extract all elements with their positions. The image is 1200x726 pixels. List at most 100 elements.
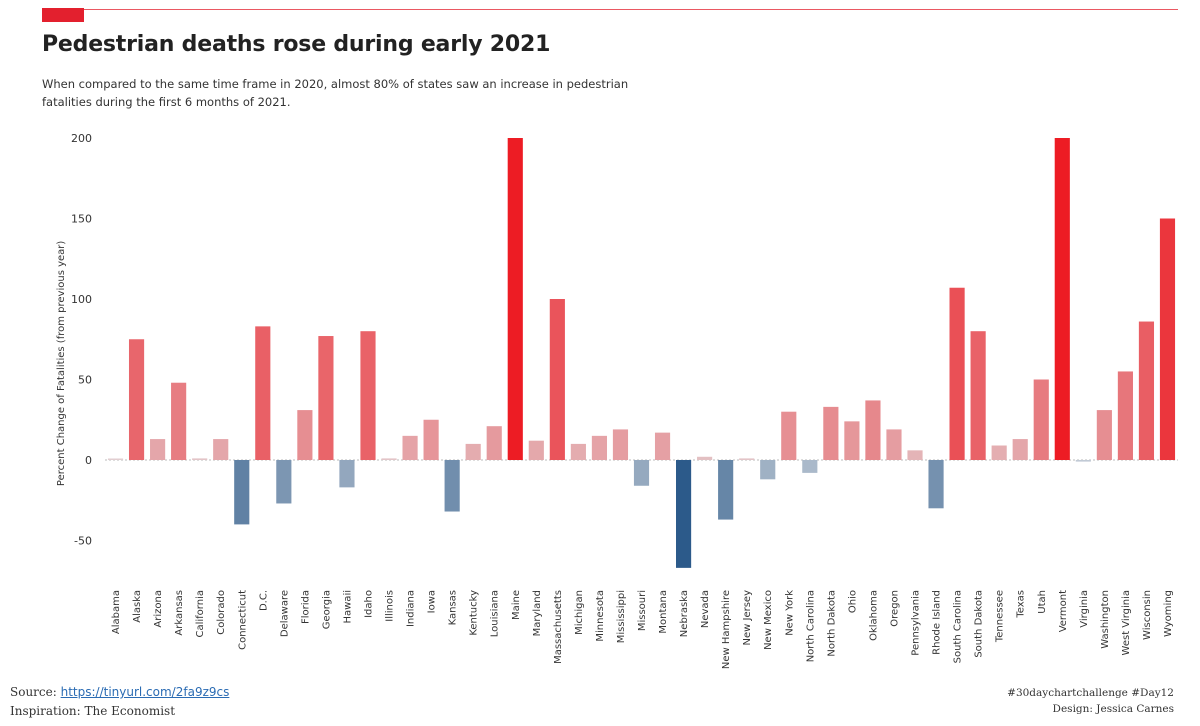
chart-subtitle: When compared to the same time frame in …	[42, 77, 629, 109]
bar-mississippi	[612, 429, 629, 460]
x-tick-label: South Carolina	[953, 590, 964, 663]
bar-virginia	[1075, 460, 1091, 462]
bar-wyoming	[1159, 218, 1176, 460]
x-tick-label: Vermont	[1058, 590, 1069, 632]
bar-west-virginia	[1117, 371, 1133, 460]
bar-new-jersey	[739, 458, 755, 460]
bar-new-mexico	[760, 460, 776, 480]
x-tick-label: Pennsylvania	[911, 590, 922, 656]
x-tick-label: Oklahoma	[868, 590, 879, 641]
y-tick-label: 50	[78, 374, 92, 387]
y-tick-label: 100	[71, 293, 92, 306]
bar-new-york	[781, 411, 797, 460]
bar-iowa	[423, 419, 439, 460]
x-tick-label: Delaware	[279, 590, 290, 637]
x-tick-label: South Dakota	[974, 590, 985, 658]
x-tick-label: Ohio	[847, 590, 858, 613]
bar-rhode-island	[928, 460, 944, 509]
bar-arizona	[150, 439, 166, 460]
x-tick-label: Arizona	[153, 590, 164, 628]
hashtags-text: #30daychartchallenge #Day12	[1007, 687, 1174, 699]
design-credit: Design: Jessica Carnes	[1052, 703, 1174, 715]
bar-south-dakota	[970, 331, 986, 460]
x-tick-label: Colorado	[216, 590, 227, 635]
x-tick-label: Illinois	[385, 590, 396, 622]
bar-michigan	[570, 443, 586, 460]
x-tick-label: Minnesota	[595, 590, 606, 642]
bar-nevada	[697, 456, 713, 460]
x-tick-label: Maryland	[532, 590, 543, 636]
x-tick-label: Alaska	[132, 590, 143, 623]
inspiration-text: Inspiration: The Economist	[10, 704, 176, 718]
x-tick-label: Idaho	[363, 590, 374, 618]
x-tick-label: New Mexico	[763, 590, 774, 650]
x-tick-label: North Carolina	[805, 590, 816, 662]
x-tick-label: New Hampshire	[721, 590, 732, 669]
top-rule	[42, 9, 1178, 10]
y-tick-label: 0	[85, 454, 92, 467]
bar-north-carolina	[802, 460, 818, 473]
bar-arkansas	[171, 382, 187, 460]
x-tick-label: Tennessee	[995, 590, 1006, 643]
x-tick-label: North Dakota	[826, 590, 837, 657]
bar-hawaii	[339, 460, 355, 488]
x-tick-label: Utah	[1037, 590, 1048, 614]
bar-maryland	[528, 440, 544, 460]
x-tick-label: Alabama	[111, 590, 122, 634]
x-tick-label: Massachusetts	[553, 590, 564, 664]
bar-south-carolina	[949, 287, 965, 460]
x-tick-label: Louisiana	[490, 590, 501, 637]
x-tick-label: Maine	[511, 590, 522, 620]
bar-maine	[507, 138, 523, 460]
source-link[interactable]: https://tinyurl.com/2fa9z9cs	[60, 685, 230, 699]
x-tick-label: New Jersey	[742, 590, 753, 646]
bar-connecticut	[234, 460, 250, 525]
bar-oklahoma	[865, 400, 881, 460]
bar-north-dakota	[823, 406, 839, 460]
bar-georgia	[318, 336, 334, 460]
bar-pennsylvania	[907, 450, 923, 460]
x-tick-label: Virginia	[1079, 590, 1090, 628]
x-tick-label: California	[195, 590, 206, 638]
y-axis-title: Percent Change of Fatalities (from previ…	[56, 241, 67, 486]
x-tick-label: Montana	[658, 590, 669, 634]
chart-title: Pedestrian deaths rose during early 2021	[42, 32, 551, 57]
x-tick-label: West Virginia	[1121, 590, 1132, 655]
x-tick-label: Washington	[1100, 590, 1111, 649]
x-tick-label: Florida	[300, 590, 311, 624]
x-tick-label: Texas	[1016, 590, 1027, 619]
bar-alabama	[107, 458, 124, 460]
bar-louisiana	[486, 426, 502, 460]
bar-missouri	[633, 460, 650, 486]
bar-wisconsin	[1138, 321, 1155, 460]
bar-delaware	[276, 460, 292, 504]
bar-vermont	[1054, 138, 1070, 460]
x-tick-label: Hawaii	[342, 590, 353, 624]
bar-kansas	[444, 460, 460, 512]
top-accent-bar	[42, 8, 84, 22]
y-tick-label: -50	[74, 535, 92, 548]
bar-utah	[1033, 379, 1049, 460]
bar-illinois	[381, 458, 397, 460]
x-tick-label: Connecticut	[237, 590, 248, 650]
bar-idaho	[360, 331, 376, 460]
bar-massachusetts	[549, 299, 565, 460]
x-tick-label: Wisconsin	[1142, 590, 1153, 640]
x-tick-label: Kansas	[448, 590, 459, 625]
x-tick-label: Indiana	[406, 590, 417, 627]
y-tick-label: 150	[71, 213, 92, 226]
x-tick-label: Nevada	[700, 590, 711, 628]
bar-texas	[1012, 439, 1028, 460]
footer-source: Source: https://tinyurl.com/2fa9z9cs Ins…	[10, 683, 229, 721]
bar-washington	[1096, 410, 1112, 460]
bar-colorado	[213, 439, 229, 460]
bar-minnesota	[591, 435, 607, 460]
bar-tennessee	[991, 445, 1007, 460]
x-tick-label: Missouri	[637, 590, 648, 631]
x-tick-label: Iowa	[427, 590, 438, 613]
x-tick-label: Kentucky	[469, 590, 480, 636]
bar-chart: 200 150 100 50 0 -50 Percent Change of Fatalit…	[56, 132, 1178, 669]
y-tick-label: 200	[71, 132, 92, 145]
x-tick-label: Oregon	[889, 590, 900, 627]
x-tick-label: Arkansas	[174, 590, 185, 636]
